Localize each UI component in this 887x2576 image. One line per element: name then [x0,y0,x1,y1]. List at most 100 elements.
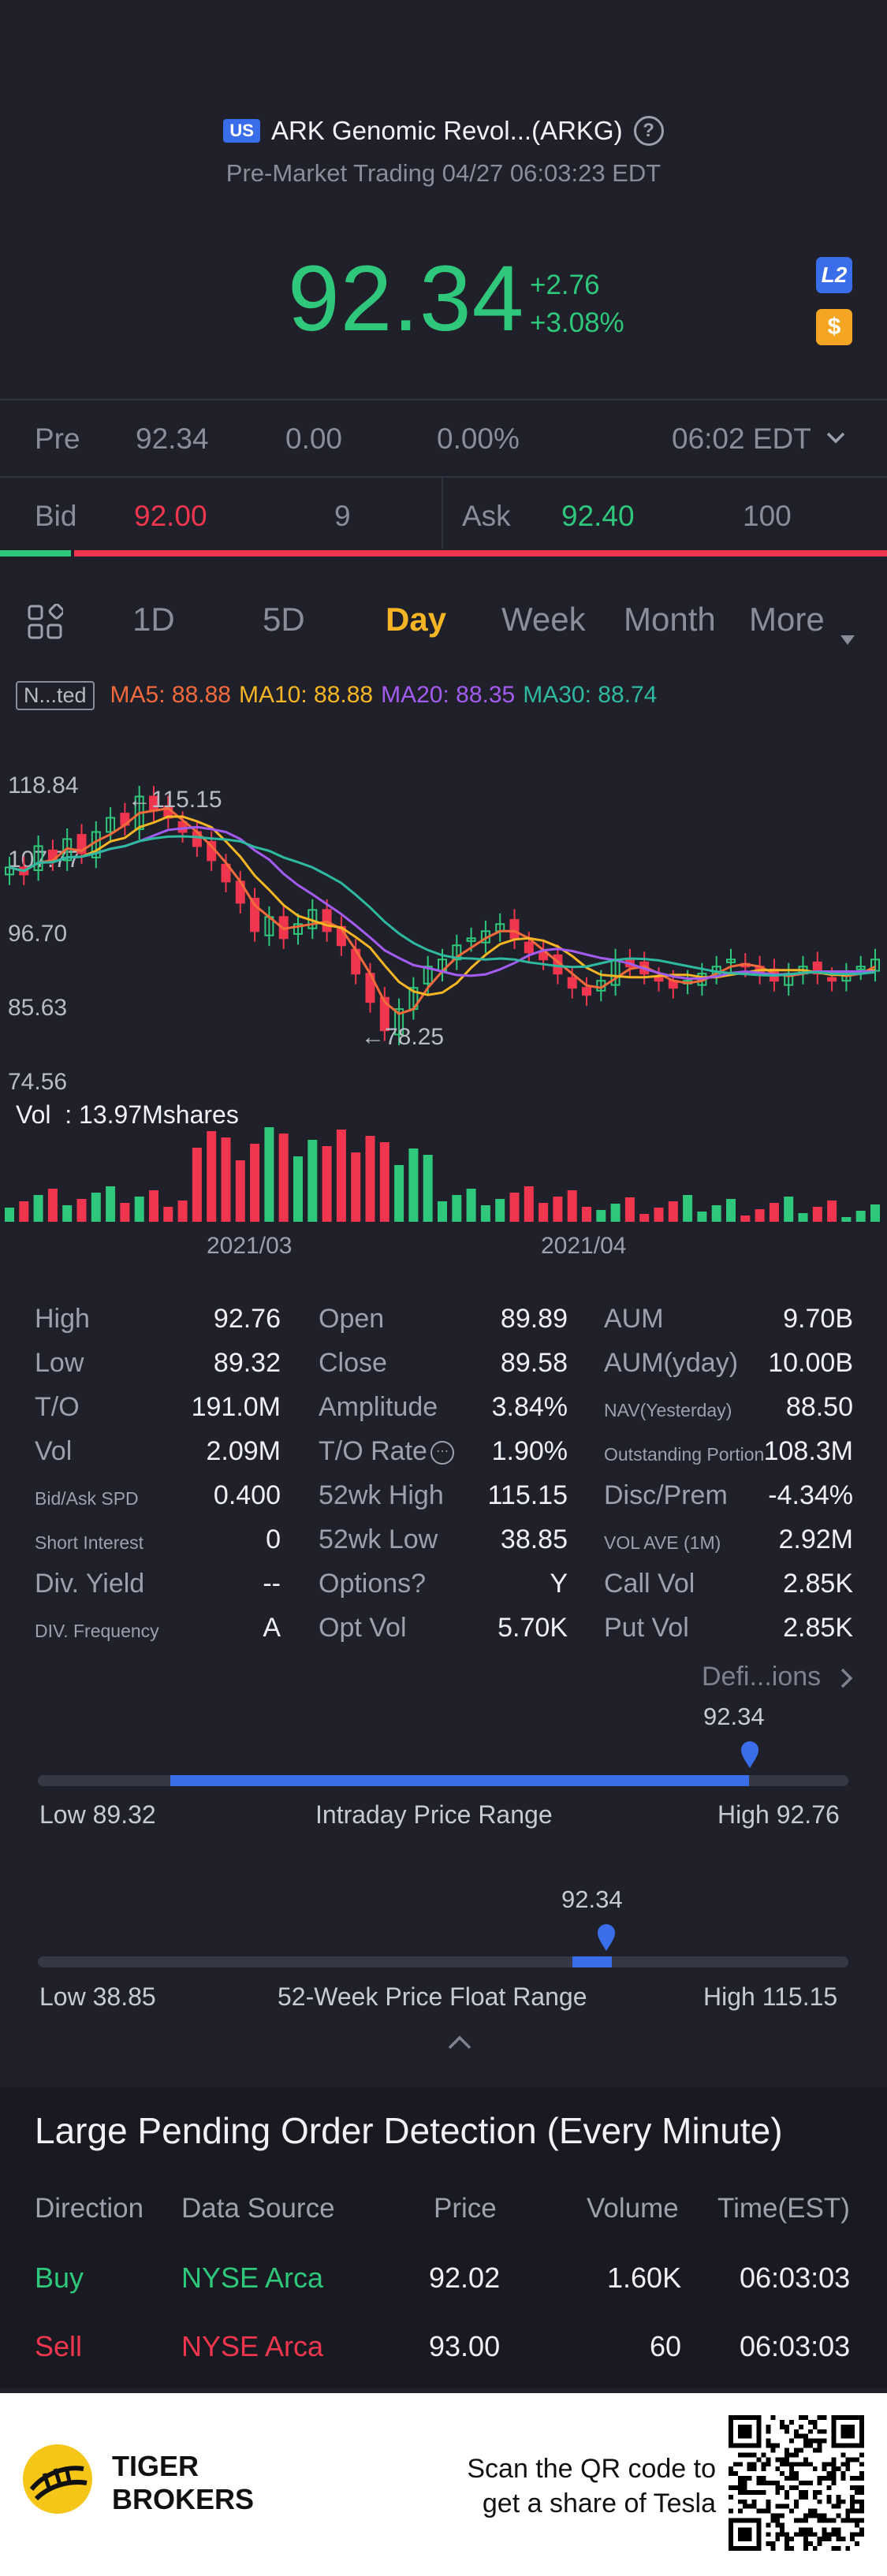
volume-bar [207,1131,217,1222]
stat-value: 3.84% [491,1392,568,1422]
candle-body [379,996,389,1032]
stat-label[interactable]: T/O Rate ⋯ [319,1436,454,1467]
volume-bar [480,1205,490,1222]
volume-label: Vol : 13.97Mshares [16,1100,239,1129]
tab-5d[interactable]: 5D [263,601,305,638]
volume-bar [812,1207,822,1222]
stat-value: 92.76 [213,1304,281,1334]
volume-bar [408,1148,419,1222]
week52-marker-icon [598,1924,615,1951]
divider [0,399,887,400]
col-price: Price [434,2193,497,2224]
stat-value: 89.58 [500,1348,568,1378]
tab-1d[interactable]: 1D [132,601,175,638]
stat-value: 5.70K [498,1613,568,1643]
y-tick-label: 74.56 [8,1069,67,1095]
grid-icon[interactable] [27,604,63,640]
candle-body [726,959,736,963]
bid-size: 9 [334,500,351,532]
tab-more[interactable]: More [749,601,825,638]
volume-bar [62,1205,73,1222]
stat-value: 89.89 [500,1304,568,1334]
qr-code-icon[interactable] [729,2415,864,2551]
stat-label: Vol [35,1436,73,1466]
volume-bar [379,1142,389,1222]
row1-price: 92.02 [429,2261,501,2294]
ma30-value: MA30: 88.74 [523,682,658,708]
volume-bar [740,1215,751,1222]
tab-day[interactable]: Day [386,601,447,638]
price-change: +2.76 +3.08% [530,266,624,342]
volume-bar [624,1197,635,1222]
stat-value: A [263,1613,281,1643]
tab-month[interactable]: Month [624,601,716,638]
stat-label: Disc/Prem [604,1480,728,1510]
header-title-row: US ARK Genomic Revol...(ARKG) ? [0,110,887,151]
pre-price: 92.34 [136,423,209,455]
more-info-icon[interactable]: ⋯ [430,1441,454,1465]
pre-time[interactable]: 06:02 EDT [672,423,811,455]
stock-name[interactable]: ARK Genomic Revol...(ARKG) [270,116,623,145]
candle-body [106,817,116,833]
level2-badge[interactable]: L2 [816,257,852,293]
row2-price: 93.00 [429,2330,501,2362]
dollar-badge[interactable]: $ [816,309,852,345]
volume-bar [293,1156,303,1222]
week52-low: Low 38.85 [39,1982,156,2011]
volume-bar [149,1190,158,1222]
candle-body [524,941,534,954]
ask-size: 100 [743,500,792,532]
volume-bar [76,1199,87,1222]
y-tick-label: 85.63 [8,995,67,1021]
week52-high: High 115.15 [703,1982,838,2011]
volume-bar [394,1165,404,1222]
candle-body [293,923,303,935]
chevron-down-icon[interactable] [823,424,848,457]
week52-current: 92.34 [561,1885,623,1913]
stat-label: Low [35,1348,84,1378]
definitions-link[interactable]: Defi...ions [702,1662,855,1692]
tab-week[interactable]: Week [501,601,586,638]
pre-market-row: Pre 92.34 0.00 0.00% 06:02 EDT [0,400,887,476]
volume-bar [351,1152,361,1222]
stat-label: Short Interest [35,1532,144,1553]
row2-source: NYSE Arca [181,2330,324,2362]
stat-value: 2.09M [206,1436,281,1466]
ma30-line [9,835,876,977]
week52-range-fill [572,1956,612,1967]
col-time: Time(EST) [717,2193,850,2224]
pre-change: 0.00 [285,423,343,455]
volume-bar [553,1197,563,1222]
volume-bar [769,1203,779,1222]
change-percent: +3.08% [530,307,624,338]
volume-bar [192,1148,202,1222]
stat-label: Div. Yield [35,1569,145,1599]
adjustment-selector[interactable]: N...ted [16,680,95,710]
ask-ratio-bar [74,550,887,557]
col-volume: Volume [587,2193,679,2224]
stat-value: 191.0M [191,1392,281,1422]
candle-body [539,951,549,961]
chevron-up-icon[interactable] [446,2034,473,2051]
help-icon[interactable]: ? [633,116,664,146]
stat-label: 52wk High [319,1480,444,1510]
volume-bar [726,1199,736,1222]
ma10-line [9,815,876,996]
candle-body [423,966,433,985]
change-amount: +2.76 [530,270,600,300]
brand-line1: TIGER [112,2450,199,2482]
stat-value: 38.85 [500,1524,568,1554]
stat-value: 115.15 [487,1480,568,1510]
candle-body [76,834,87,854]
volume-bar [47,1189,58,1222]
bid-label: Bid [35,500,77,532]
brand-line2: BROKERS [112,2483,255,2515]
volume-bar [278,1134,289,1222]
ask-label: Ask [462,500,511,532]
volume-bar [336,1130,346,1222]
caret-down-icon[interactable] [839,616,856,654]
divider [0,476,887,478]
stat-label: VOL AVE (1M) [604,1532,721,1553]
bid-price: 92.00 [134,500,207,532]
